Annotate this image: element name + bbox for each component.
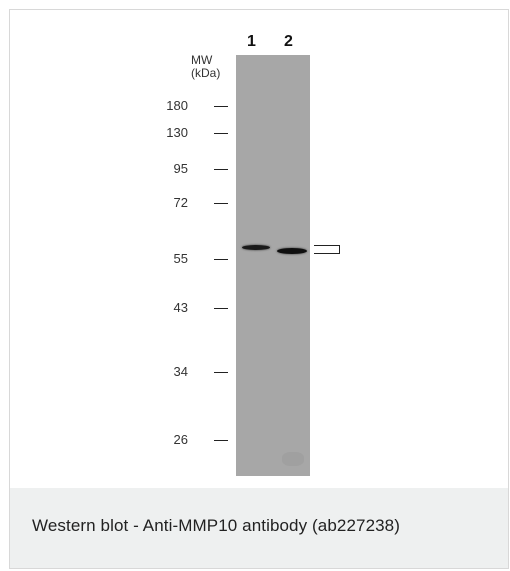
mw-header-line-1: MW [191, 53, 213, 67]
caption-bar: Western blot - Anti-MMP10 antibody (ab22… [10, 488, 508, 568]
mw-marker-tick [214, 440, 228, 441]
figure-caption: Western blot - Anti-MMP10 antibody (ab22… [32, 516, 400, 535]
mw-marker-tick [214, 259, 228, 260]
mw-marker-label: 95 [173, 161, 188, 176]
blot-membrane [236, 55, 310, 476]
mw-marker-label: 43 [173, 300, 188, 315]
mw-marker-label: 180 [166, 98, 188, 113]
mw-header: MW (kDa) [191, 54, 220, 80]
western-blot-figure: MW (kDa) 1 2 180 130 95 72 55 43 34 26 [10, 10, 508, 488]
figure-card: MW (kDa) 1 2 180 130 95 72 55 43 34 26 Western … [9, 9, 509, 569]
band-lane-1 [242, 245, 270, 250]
mw-marker-label: 26 [173, 432, 188, 447]
lane-number-2: 2 [284, 33, 293, 50]
mw-marker-label: 34 [173, 364, 188, 379]
mw-marker-label: 55 [173, 251, 188, 266]
smudge-bottom [282, 452, 304, 466]
band-indicator-bracket [314, 245, 340, 254]
mw-marker-tick [214, 169, 228, 170]
mw-marker-label: 72 [173, 195, 188, 210]
mw-marker-tick [214, 308, 228, 309]
lane-number-1: 1 [247, 33, 256, 50]
mw-marker-tick [214, 106, 228, 107]
band-lane-2 [277, 248, 307, 254]
mw-marker-tick [214, 133, 228, 134]
mw-marker-label: 130 [166, 125, 188, 140]
mw-marker-tick [214, 372, 228, 373]
mw-marker-tick [214, 203, 228, 204]
mw-header-line-2: (kDa) [191, 66, 221, 80]
